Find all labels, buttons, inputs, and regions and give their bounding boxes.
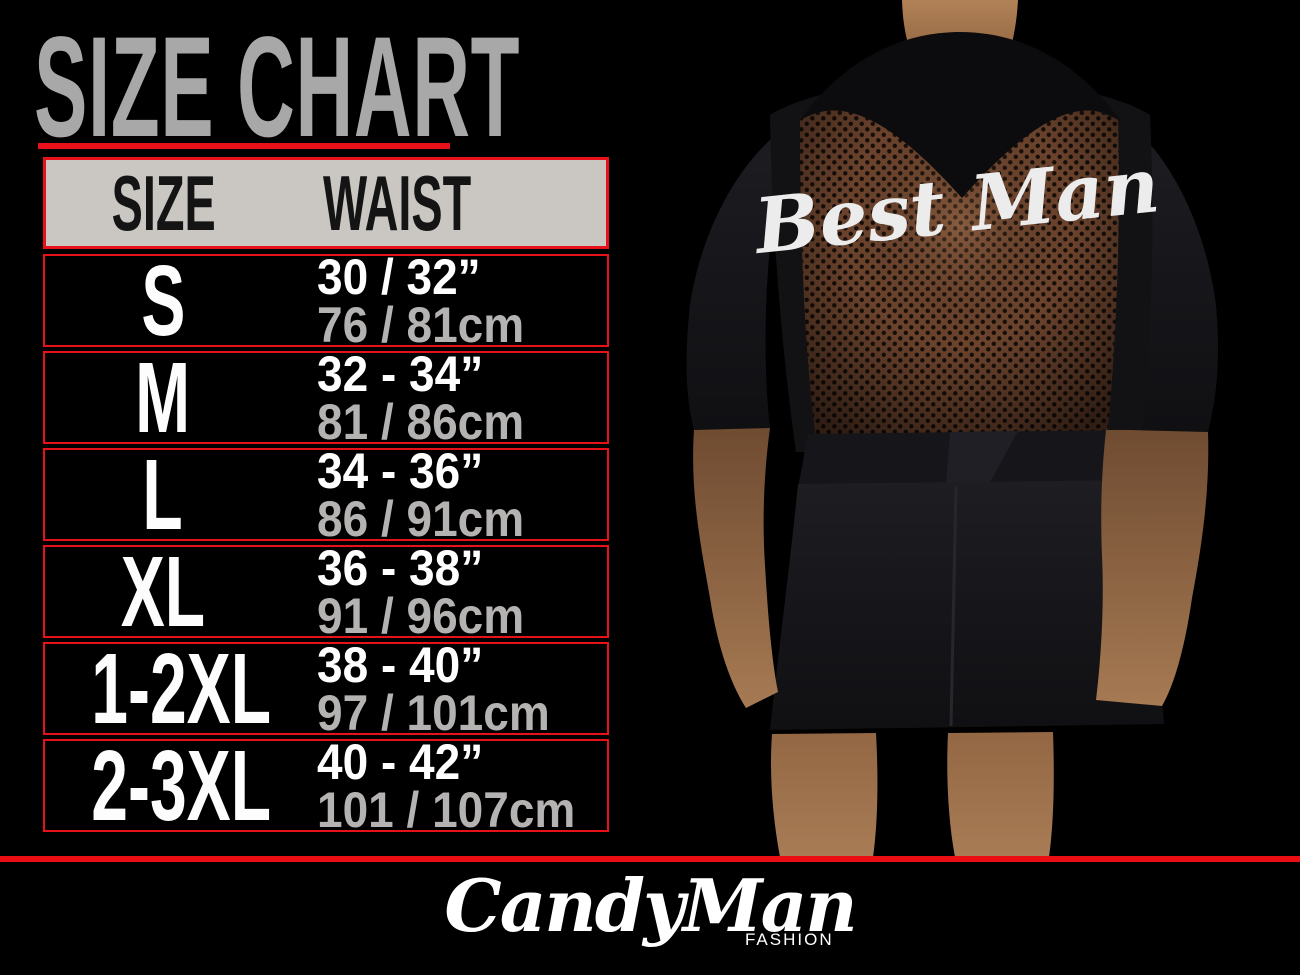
size-cell: L	[142, 438, 184, 551]
title-underline	[38, 143, 450, 149]
robe-left-sleeve	[686, 118, 800, 430]
size-cell: S	[140, 244, 186, 357]
page-title-text: SIZE CHART	[34, 8, 521, 167]
table-row-l: L 34 - 36” 86 / 91cm	[43, 442, 609, 547]
waist-cm: 86 / 91cm	[317, 490, 525, 547]
waist-cell: 36 - 38” 91 / 96cm	[281, 539, 607, 644]
mesh-back-shading	[800, 93, 1119, 438]
table-header-row: SIZE WAIST	[43, 157, 609, 249]
brand-subtitle: FASHION	[744, 930, 834, 949]
robe-belt-fold	[946, 431, 1018, 487]
waist-cm: 76 / 81cm	[317, 296, 525, 353]
product-photo: Best Man	[686, 0, 1219, 857]
table-row-s: S 30 / 32” 76 / 81cm	[43, 248, 609, 353]
page-title: SIZE CHART	[34, 16, 902, 159]
waist-cell: 30 / 32” 76 / 81cm	[281, 248, 607, 353]
waist-cm: 81 / 86cm	[317, 393, 525, 450]
brand-name: CandyMan	[444, 863, 857, 948]
waist-inches: 36 - 38”	[317, 539, 484, 596]
size-cell: M	[135, 341, 191, 454]
size-table: SIZE WAIST S 30 / 32” 76 / 81cm M 32 - 3…	[43, 157, 609, 836]
robe-collar	[800, 32, 1120, 198]
size-cell: XL	[120, 535, 206, 648]
table-row-xl: XL 36 - 38” 91 / 96cm	[43, 539, 609, 644]
waist-cm: 91 / 96cm	[317, 587, 525, 644]
waist-cell: 40 - 42” 101 / 107cm	[281, 733, 607, 838]
header-waist: WAIST	[323, 159, 472, 247]
brand-logo: CandyMan FASHION	[0, 866, 1300, 950]
waist-cm: 97 / 101cm	[317, 684, 550, 741]
waist-inches: 38 - 40”	[317, 636, 484, 693]
man-left-arm	[693, 428, 778, 708]
robe-skirt-seam	[949, 485, 958, 727]
waist-inches: 32 - 34”	[317, 345, 484, 402]
man-left-leg	[770, 733, 878, 857]
waist-cell: 38 - 40” 97 / 101cm	[281, 636, 607, 741]
waist-cell: 32 - 34” 81 / 86cm	[281, 345, 607, 450]
man-right-arm	[1096, 430, 1209, 706]
size-cell: 2-3XL	[91, 729, 272, 842]
waist-cell: 34 - 36” 86 / 91cm	[281, 442, 607, 547]
waist-inches: 30 / 32”	[317, 248, 481, 305]
header-size: SIZE	[111, 159, 216, 247]
table-row-m: M 32 - 34” 81 / 86cm	[43, 345, 609, 450]
table-row-2-3xl: 2-3XL 40 - 42” 101 / 107cm	[43, 733, 609, 838]
waist-inches: 40 - 42”	[317, 733, 484, 790]
table-row-1-2xl: 1-2XL 38 - 40” 97 / 101cm	[43, 636, 609, 741]
footer-divider	[0, 856, 1300, 862]
waist-cm: 101 / 107cm	[317, 781, 576, 838]
size-cell: 1-2XL	[91, 632, 272, 745]
man-right-leg	[947, 732, 1054, 857]
robe-skirt	[770, 480, 1164, 730]
waist-inches: 34 - 36”	[317, 442, 484, 499]
